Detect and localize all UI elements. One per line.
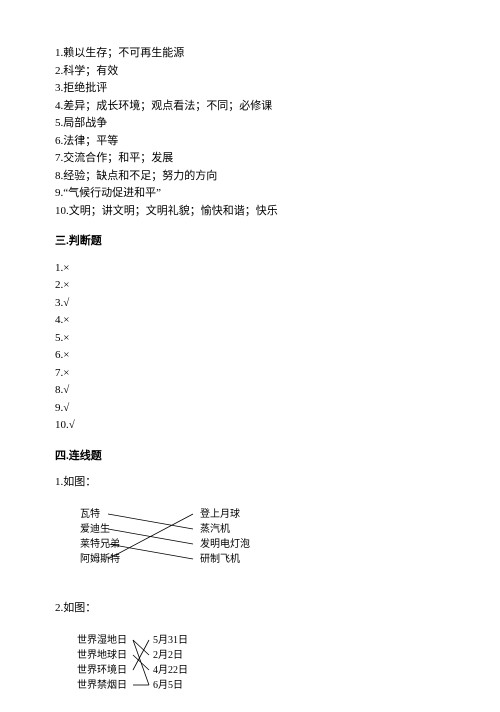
match-right-label: 5月31日 xyxy=(153,634,188,646)
fill-item: 5.局部战争 xyxy=(55,115,445,132)
judge-item: 7.× xyxy=(55,365,445,382)
judge-item: 6.× xyxy=(55,347,445,364)
section4-title: 四.连线题 xyxy=(55,448,445,465)
judge-item: 4.× xyxy=(55,312,445,329)
fill-item: 7.交流合作；和平；发展 xyxy=(55,150,445,167)
fill-item: 9.“气候行动促进和平” xyxy=(55,185,445,202)
match-left-label: 阿姆斯特 xyxy=(80,552,120,565)
q1-diagram: 瓦特爱迪生莱特兄弟阿姆斯特 登上月球蒸汽机发明电灯泡研制飞机 xyxy=(55,505,275,573)
q2-diagram: 世界湿地日世界地球日世界环境日世界禁烟日 5月31日 2月2日 4月22日 6月5日 xyxy=(55,631,235,699)
match-right-label: 研制飞机 xyxy=(200,552,240,565)
match-left-label: 世界禁烟日 xyxy=(77,678,127,691)
match-right-label: 4月22日 xyxy=(153,664,188,676)
judge-item: 2.× xyxy=(55,277,445,294)
q2-intro: 2.如图： xyxy=(55,600,445,617)
match-right-label: 登上月球 xyxy=(200,507,240,520)
match-line xyxy=(133,640,149,685)
match-left-label: 世界环境日 xyxy=(77,663,127,676)
fill-in-list: 1.赖以生存；不可再生能源 2.科学；有效 3.拒绝批评 4.差异；成长环境；观… xyxy=(55,45,445,219)
match-left-label: 世界湿地日 xyxy=(77,633,127,646)
match-line xyxy=(108,514,193,559)
fill-item: 4.差异；成长环境；观点看法；不同；必修课 xyxy=(55,98,445,115)
judge-item: 8.√ xyxy=(55,382,445,399)
judge-item: 5.× xyxy=(55,330,445,347)
match-left-label: 爱迪生 xyxy=(80,522,110,535)
judge-item: 1.× xyxy=(55,260,445,277)
match-right-label: 发明电灯泡 xyxy=(200,537,250,550)
q1-intro: 1.如图： xyxy=(55,474,445,491)
fill-item: 8.经验；缺点和不足；努力的方向 xyxy=(55,168,445,185)
fill-item: 6.法律；平等 xyxy=(55,133,445,150)
fill-item: 3.拒绝批评 xyxy=(55,80,445,97)
match-right-label: 2月2日 xyxy=(153,649,183,661)
match-left-label: 莱特兄弟 xyxy=(80,538,120,550)
match-right-label: 蒸汽机 xyxy=(200,522,230,535)
fill-item: 1.赖以生存；不可再生能源 xyxy=(55,45,445,62)
fill-item: 10.文明；讲文明；文明礼貌；愉快和谐；快乐 xyxy=(55,203,445,220)
judge-item: 10.√ xyxy=(55,417,445,434)
match-left-label: 世界地球日 xyxy=(77,648,127,661)
match-line xyxy=(133,640,149,670)
section3-title: 三.判断题 xyxy=(55,233,445,250)
fill-item: 2.科学；有效 xyxy=(55,63,445,80)
match-right-label: 6月5日 xyxy=(153,679,183,691)
judge-item: 3.√ xyxy=(55,295,445,312)
judge-list: 1.× 2.× 3.√ 4.× 5.× 6.× 7.× 8.√ 9.√ 10.√ xyxy=(55,260,445,434)
match-line xyxy=(108,514,193,529)
match-left-label: 瓦特 xyxy=(80,508,100,520)
judge-item: 9.√ xyxy=(55,400,445,417)
match-line xyxy=(108,544,193,559)
